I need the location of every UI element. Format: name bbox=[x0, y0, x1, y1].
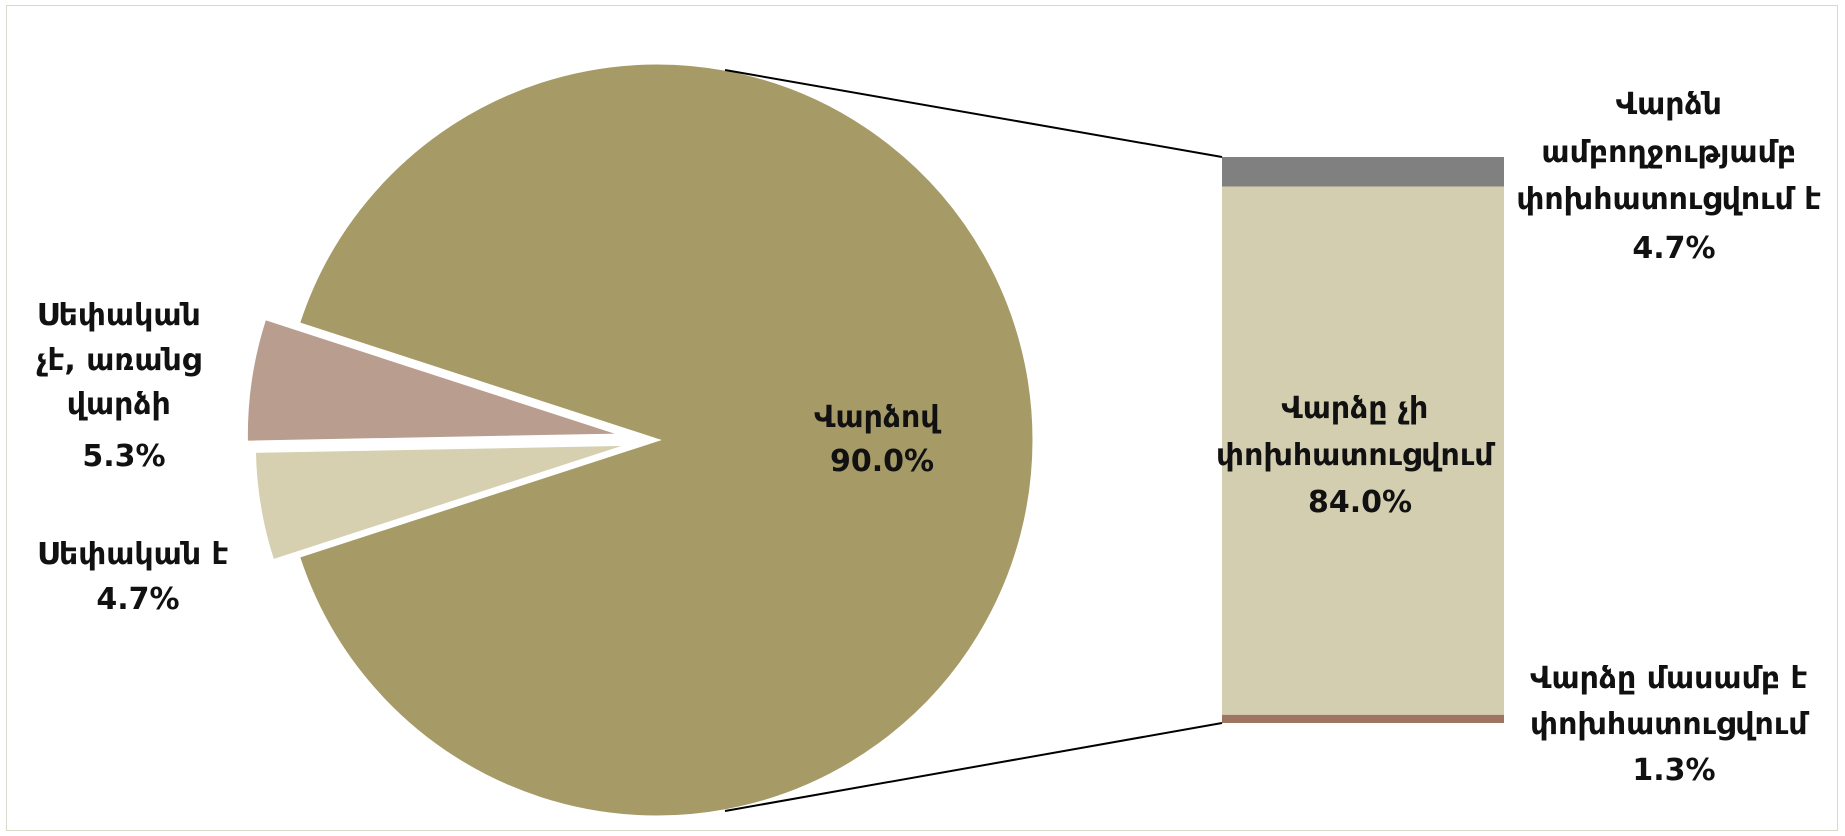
stacked-bar bbox=[1222, 157, 1504, 723]
bar-label-not-compensated: Վարձը չի փոխհատուցվում 84.0% bbox=[1216, 391, 1504, 520]
connector-lines bbox=[724, 69, 1223, 812]
bar-segment-not-compensated bbox=[1222, 186, 1504, 715]
bar-segment-partially-compensated bbox=[1222, 714, 1504, 723]
pie-slice-owned bbox=[252, 442, 632, 563]
bar-label-fully-compensated: Վարձն ամբողջությամբ փոխհատուցվում է 4.7% bbox=[1516, 87, 1831, 266]
connector-line-top bbox=[724, 69, 1223, 158]
bar-segment-fully-compensated bbox=[1222, 157, 1504, 187]
connector-line-bottom bbox=[724, 722, 1223, 812]
pie-slice-rent bbox=[296, 61, 1036, 819]
bar-label-partially-compensated: Վարձը մասամբ է փոխհատուցվում 1.3% bbox=[1530, 661, 1818, 788]
pie-label-rent: Վարձով 90.0% bbox=[814, 400, 950, 479]
pie-slice-owned-free bbox=[244, 316, 624, 444]
pie-label-owned-free: Սեփական չէ, առանց վարձի 5.3% bbox=[36, 298, 211, 474]
pie-label-owned: Սեփական է 4.7% bbox=[37, 537, 239, 617]
pie bbox=[244, 61, 1036, 819]
